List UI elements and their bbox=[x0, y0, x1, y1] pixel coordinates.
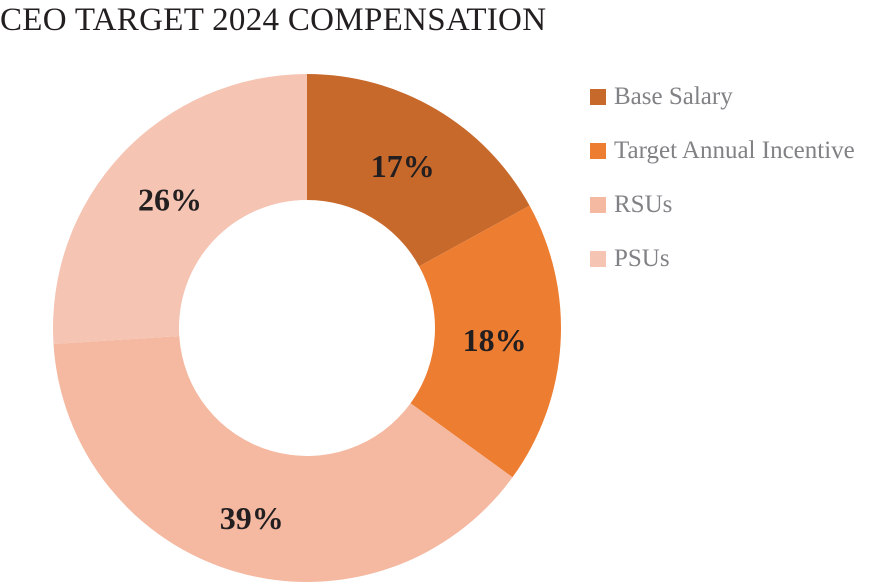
legend-item-rsus: RSUs bbox=[590, 178, 855, 232]
slice-label-psus: 26% bbox=[138, 181, 202, 217]
legend-swatch bbox=[590, 143, 606, 159]
chart-title: CEO TARGET 2024 COMPENSATION bbox=[0, 2, 547, 38]
chart-legend: Base Salary Target Annual Incentive RSUs PS… bbox=[590, 70, 855, 286]
slice-label-base-salary: 17% bbox=[371, 148, 435, 184]
legend-item-psus: PSUs bbox=[590, 232, 855, 286]
legend-swatch bbox=[590, 197, 606, 213]
legend-item-base-salary: Base Salary bbox=[590, 70, 855, 124]
legend-item-target-annual-incentive: Target Annual Incentive bbox=[590, 124, 855, 178]
slice-target-annual-incentive bbox=[410, 205, 561, 478]
legend-swatch bbox=[590, 89, 606, 105]
legend-label: PSUs bbox=[614, 245, 670, 272]
slice-psus bbox=[52, 74, 307, 344]
slice-base-salary bbox=[307, 74, 530, 267]
legend-label: RSUs bbox=[614, 191, 673, 218]
legend-swatch bbox=[590, 251, 606, 267]
legend-label: Base Salary bbox=[614, 83, 733, 110]
legend-label: Target Annual Incentive bbox=[614, 137, 855, 164]
slice-label-rsus: 39% bbox=[220, 500, 284, 536]
slice-label-target-annual-incentive: 18% bbox=[463, 322, 527, 358]
donut-slices bbox=[52, 74, 561, 583]
donut-slice-labels: 17% 18% 39% 26% bbox=[138, 148, 527, 536]
slice-rsus bbox=[53, 336, 513, 583]
